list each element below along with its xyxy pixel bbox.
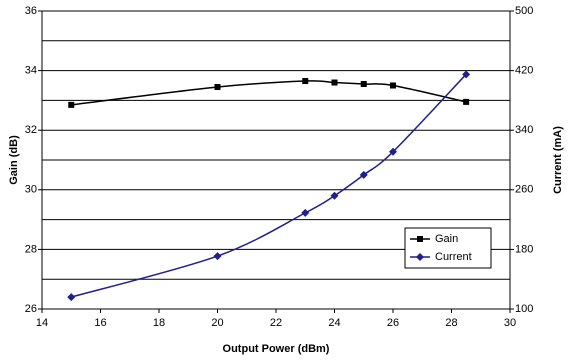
plot-frame (41, 10, 511, 310)
y2-tick-label: 340 (515, 124, 533, 136)
x-tick-label: 24 (328, 317, 340, 329)
y-tick-label: 30 (25, 184, 37, 196)
y-tick-label: 32 (25, 124, 37, 136)
x-tick-label: 14 (36, 317, 48, 329)
legend-box (404, 227, 492, 269)
marker (301, 208, 310, 217)
x-tick-label: 22 (270, 317, 282, 329)
marker (302, 78, 309, 85)
y2-tick-label: 180 (515, 243, 533, 255)
y-tick-label: 34 (25, 65, 37, 77)
y2-axis-label: Current (mA) (552, 126, 564, 194)
y-axis-label: Gain (dB) (8, 135, 20, 185)
legend-label: Gain (435, 233, 458, 245)
series-line (71, 80, 467, 106)
y2-tick-label: 100 (515, 303, 533, 315)
x-tick-label: 20 (211, 317, 223, 329)
x-tick-label: 30 (504, 317, 516, 329)
marker (359, 170, 368, 179)
y2-tick-label: 500 (515, 5, 533, 17)
y2-tick-label: 420 (515, 65, 533, 77)
marker (330, 191, 339, 200)
marker (68, 101, 75, 108)
marker (214, 83, 221, 90)
y2-tick-label: 260 (515, 184, 533, 196)
x-tick-label: 28 (445, 317, 457, 329)
marker (462, 70, 471, 79)
x-tick-label: 18 (153, 317, 165, 329)
marker (67, 293, 76, 302)
marker (463, 98, 470, 105)
y-tick-label: 36 (25, 5, 37, 17)
marker (389, 147, 397, 156)
legend-label: Current (435, 251, 472, 263)
marker (360, 81, 367, 88)
x-tick-label: 26 (387, 317, 399, 329)
y-tick-label: 26 (25, 303, 37, 315)
marker (331, 79, 338, 86)
legend-marker (416, 253, 424, 261)
marker (390, 82, 396, 89)
marker (213, 252, 222, 261)
y-tick-label: 28 (25, 243, 37, 255)
x-axis-label: Output Power (dBm) (223, 343, 330, 355)
x-tick-label: 16 (94, 317, 106, 329)
legend-marker (417, 236, 423, 242)
